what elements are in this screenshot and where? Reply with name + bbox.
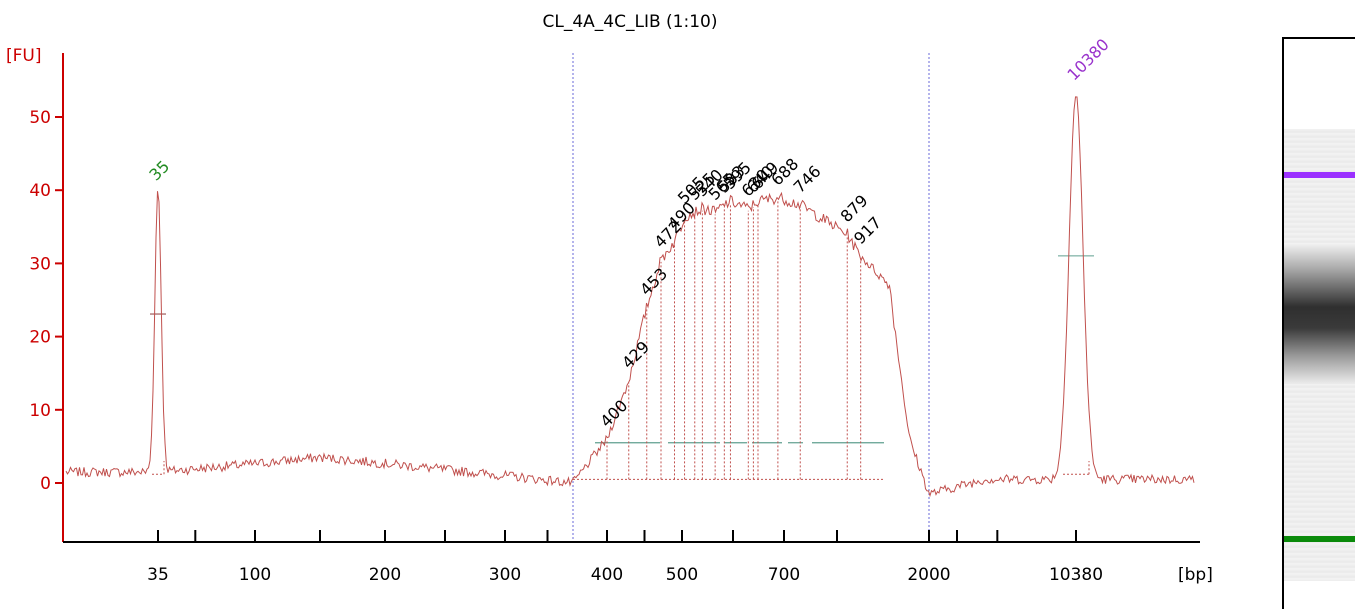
y-tick-label: 20: [29, 328, 51, 348]
x-tick-label: 400: [591, 565, 623, 585]
x-axis-label: [bp]: [1178, 565, 1213, 585]
gel-lower-marker: [1284, 536, 1355, 542]
x-tick-label: 2000: [907, 565, 950, 585]
x-tick-label: 100: [239, 565, 271, 585]
x-tick-label: 200: [369, 565, 401, 585]
y-tick-label: 50: [29, 108, 51, 128]
fragment-label: 400: [596, 396, 631, 431]
y-tick-label: 10: [29, 401, 51, 421]
gel-image: [1282, 37, 1355, 609]
x-tick-label: 35: [147, 565, 169, 585]
x-tick-label: 500: [666, 565, 698, 585]
fragment-label: 453: [636, 264, 671, 299]
x-tick-label: 700: [768, 565, 800, 585]
y-axis-label: [FU]: [6, 46, 42, 66]
y-tick-label: 40: [29, 181, 51, 201]
fragment-label: 429: [618, 337, 653, 372]
y-tick-label: 0: [40, 474, 51, 494]
y-tick-label: 30: [29, 254, 51, 274]
signal-trace: [65, 96, 1195, 498]
x-tick-label: 10380: [1049, 565, 1103, 585]
peak-label: 35: [145, 157, 173, 185]
chart-title: CL_4A_4C_LIB (1:10): [543, 12, 718, 32]
electropherogram-chart: CL_4A_4C_LIB (1:10) [FU] [bp] 0 10 20 30 40 5…: [6, 12, 1213, 585]
gel-smear: [1284, 244, 1355, 384]
peak-label: 10380: [1063, 35, 1112, 84]
gel-upper-marker: [1284, 172, 1355, 178]
x-tick-label: 300: [489, 565, 521, 585]
